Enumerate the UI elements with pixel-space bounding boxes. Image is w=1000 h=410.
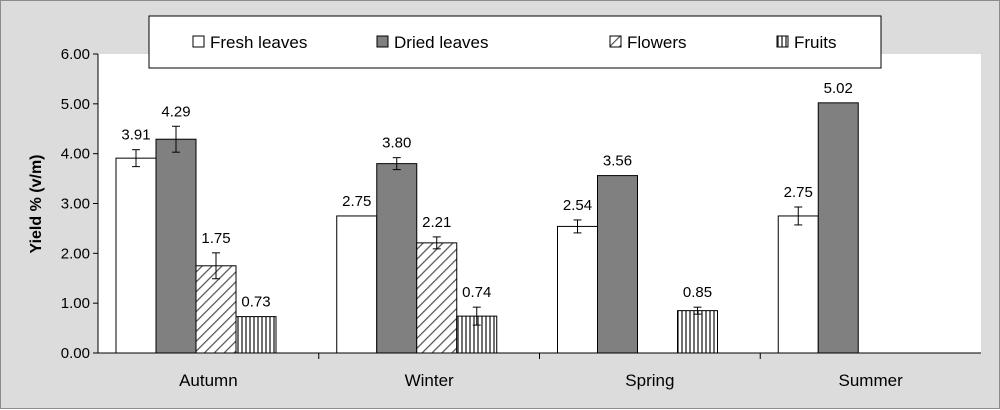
data-label: 2.75 bbox=[342, 193, 371, 210]
x-category-label: Spring bbox=[625, 371, 674, 390]
legend: Fresh leaves Dried leaves Flowers Fruits bbox=[148, 15, 882, 69]
bar bbox=[817, 102, 859, 354]
y-tick-label: 4.00 bbox=[61, 146, 90, 163]
data-label: 2.54 bbox=[563, 197, 592, 214]
legend-label: Fruits bbox=[794, 33, 837, 52]
legend-swatch bbox=[376, 35, 389, 48]
bar bbox=[416, 242, 458, 354]
bar bbox=[235, 316, 277, 354]
bar bbox=[376, 163, 418, 354]
y-tick-label: 1.00 bbox=[61, 295, 90, 312]
data-label: 3.80 bbox=[382, 135, 411, 152]
y-tick-label: 3.00 bbox=[61, 196, 90, 213]
bar bbox=[597, 175, 638, 354]
legend-label: Fresh leaves bbox=[210, 33, 307, 52]
x-category-label: Summer bbox=[839, 371, 904, 390]
legend-swatch bbox=[609, 35, 622, 48]
legend-swatch bbox=[192, 35, 205, 48]
bar bbox=[336, 215, 378, 354]
bar bbox=[677, 310, 718, 354]
legend-label: Flowers bbox=[627, 33, 687, 52]
bar bbox=[777, 215, 819, 354]
bar bbox=[115, 157, 157, 354]
data-label: 1.75 bbox=[201, 230, 230, 247]
y-tick-label: 2.00 bbox=[61, 245, 90, 262]
y-tick-label: 6.00 bbox=[61, 46, 90, 63]
legend-swatch bbox=[776, 35, 789, 48]
bar bbox=[557, 225, 598, 354]
data-label: 4.29 bbox=[161, 103, 190, 120]
data-label: 3.91 bbox=[121, 127, 150, 144]
legend-box bbox=[148, 15, 882, 69]
data-label: 0.85 bbox=[683, 284, 712, 301]
x-category-label: Autumn bbox=[179, 371, 238, 390]
data-label: 2.75 bbox=[784, 184, 813, 201]
legend-label: Dried leaves bbox=[394, 33, 489, 52]
x-category-label: Winter bbox=[405, 371, 454, 390]
y-axis-title: Yield % (v/m) bbox=[28, 155, 45, 254]
data-label: 2.21 bbox=[422, 214, 451, 231]
data-label: 3.56 bbox=[603, 153, 632, 170]
y-tick-label: 0.00 bbox=[61, 345, 90, 362]
y-tick-label: 5.00 bbox=[61, 96, 90, 113]
bar bbox=[155, 138, 197, 354]
data-label: 0.74 bbox=[462, 284, 491, 301]
data-label: 5.02 bbox=[824, 80, 853, 97]
data-label: 0.73 bbox=[241, 294, 270, 311]
